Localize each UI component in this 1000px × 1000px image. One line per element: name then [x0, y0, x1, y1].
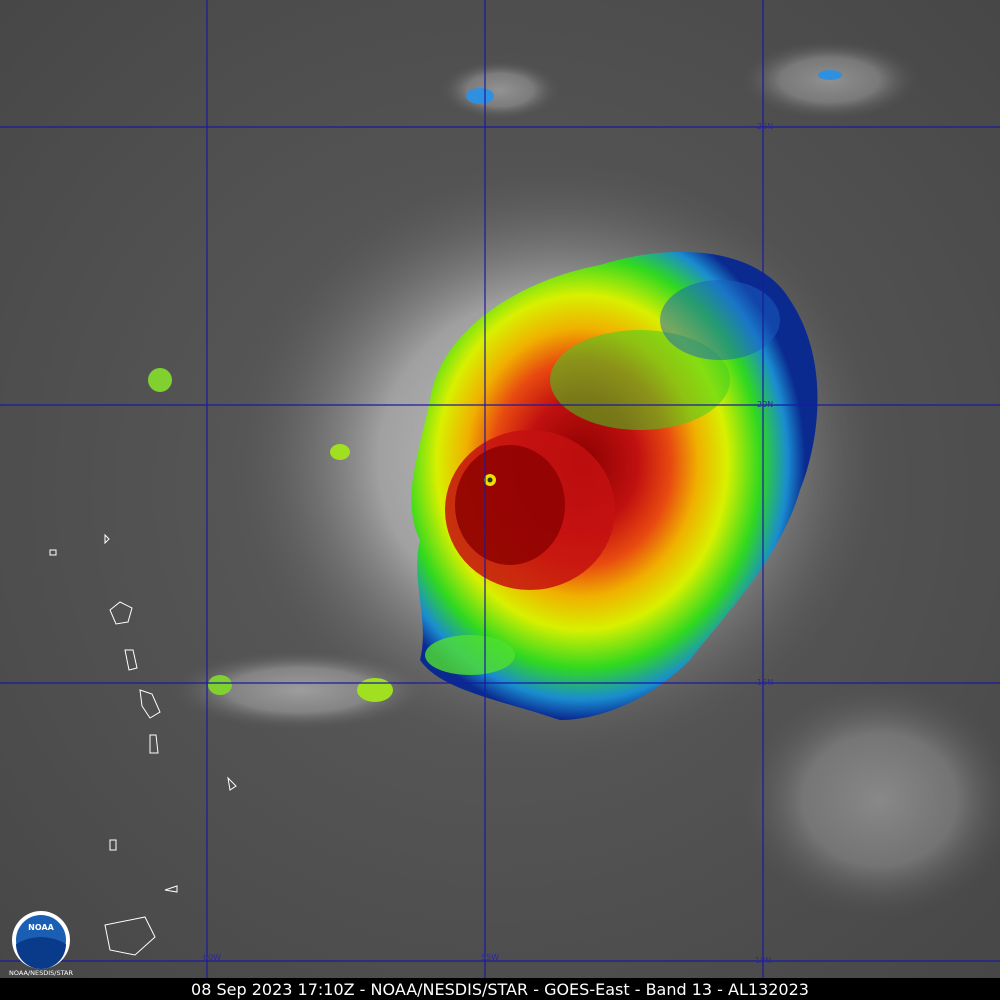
hurricane	[148, 70, 842, 721]
grid	[0, 0, 1000, 978]
lon-label: 55W	[481, 953, 499, 962]
lat-label: 10N	[755, 956, 771, 965]
caption: 08 Sep 2023 17:10Z - NOAA/NESDIS/STAR - …	[191, 980, 809, 999]
coastlines	[49, 533, 237, 956]
lat-label: 15N	[757, 678, 773, 687]
logo-text: NOAA	[28, 923, 54, 932]
lon-label: 60W	[203, 953, 221, 962]
noaa-logo: NOAA NOAA/NESDIS/STAR	[9, 911, 73, 977]
logo-subtext: NOAA/NESDIS/STAR	[9, 969, 73, 977]
lat-label: 25N	[757, 122, 773, 131]
lat-label: 20N	[757, 400, 773, 409]
caption-bar	[0, 978, 1000, 1000]
